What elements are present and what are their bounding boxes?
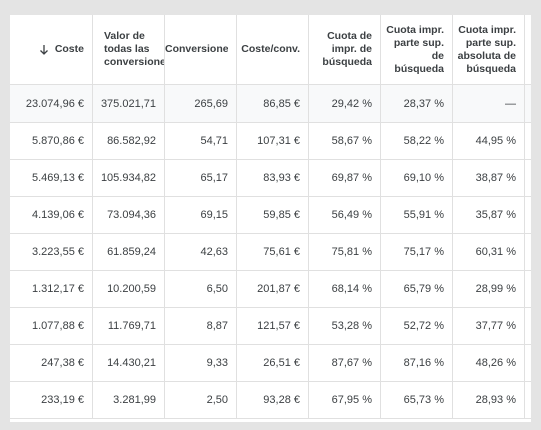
data-cell: 38,87 % <box>453 160 525 197</box>
data-cell: 44,95 % <box>453 123 525 160</box>
summary-cell: 265,69 <box>165 85 237 123</box>
data-cell: 73.094,36 <box>93 197 165 234</box>
data-cell: 68,14 % <box>309 271 381 308</box>
data-cell: 59,85 € <box>237 197 309 234</box>
column-header <box>525 15 531 85</box>
data-cell <box>525 160 531 197</box>
data-cell: 3.223,55 € <box>10 234 93 271</box>
data-cell: 247,38 € <box>10 345 93 382</box>
header-text: Cuota de impr. de búsqueda <box>322 30 372 68</box>
header-text: Valor de todas las conversiones <box>104 30 164 68</box>
data-cell: 75,17 % <box>381 234 453 271</box>
sort-arrow-icon <box>39 44 48 55</box>
data-cell: 65,73 % <box>381 382 453 419</box>
summary-cell: — <box>453 85 525 123</box>
data-cell: 233,19 € <box>10 382 93 419</box>
header-text: Conversiones <box>165 43 228 55</box>
column-header[interactable]: Coste <box>10 15 93 85</box>
data-cell: 83,93 € <box>237 160 309 197</box>
data-cell <box>525 85 531 123</box>
column-header[interactable]: Coste/conv. <box>237 15 309 85</box>
data-cell: 28,99 % <box>453 271 525 308</box>
report-table: Coste Valor de todas las conversionesConv… <box>10 15 531 422</box>
data-cell: 37,77 % <box>453 308 525 345</box>
data-cell: 9,33 <box>165 345 237 382</box>
data-cell: 93,28 € <box>237 382 309 419</box>
data-cell: 75,61 € <box>237 234 309 271</box>
data-cell: 1.077,88 € <box>10 308 93 345</box>
data-cell: 65,17 <box>165 160 237 197</box>
data-cell: 3.281,99 <box>93 382 165 419</box>
data-cell <box>525 197 531 234</box>
data-cell <box>525 123 531 160</box>
data-cell: 35,87 % <box>453 197 525 234</box>
data-cell: 55,91 % <box>381 197 453 234</box>
header-text: Coste/conv. <box>241 43 300 55</box>
summary-cell: 375.021,71 <box>93 85 165 123</box>
data-cell: 28,93 % <box>453 382 525 419</box>
data-cell: 48,26 % <box>453 345 525 382</box>
data-cell: 86.582,92 <box>93 123 165 160</box>
data-cell: 58,67 % <box>309 123 381 160</box>
data-cell <box>525 345 531 382</box>
summary-cell: 23.074,96 € <box>10 85 93 123</box>
data-cell: 8,87 <box>165 308 237 345</box>
data-cell: 69,87 % <box>309 160 381 197</box>
data-cell: 2,50 <box>165 382 237 419</box>
data-cell: 121,57 € <box>237 308 309 345</box>
data-cell <box>525 308 531 345</box>
column-header[interactable]: Cuota impr. parte sup. absoluta de búsqu… <box>453 15 525 85</box>
data-cell: 107,31 € <box>237 123 309 160</box>
data-cell: 54,71 <box>165 123 237 160</box>
data-cell: 58,22 % <box>381 123 453 160</box>
data-cell: 69,15 <box>165 197 237 234</box>
data-cell <box>525 234 531 271</box>
header-text: Cuota impr. parte sup. de búsqueda <box>386 23 444 75</box>
data-cell: 52,72 % <box>381 308 453 345</box>
data-cell: 105.934,82 <box>93 160 165 197</box>
column-header[interactable]: Cuota de impr. de búsqueda <box>309 15 381 85</box>
data-cell: 61.859,24 <box>93 234 165 271</box>
data-cell: 5.469,13 € <box>10 160 93 197</box>
data-cell: 11.769,71 <box>93 308 165 345</box>
header-text: Coste <box>54 43 84 55</box>
data-cell: 56,49 % <box>309 197 381 234</box>
data-cell: 5.870,86 € <box>10 123 93 160</box>
column-header[interactable]: Cuota impr. parte sup. de búsqueda <box>381 15 453 85</box>
column-header[interactable]: Conversiones <box>165 15 237 85</box>
column-header[interactable]: Valor de todas las conversiones <box>93 15 165 85</box>
data-cell: 6,50 <box>165 271 237 308</box>
summary-cell: 29,42 % <box>309 85 381 123</box>
data-cell: 87,67 % <box>309 345 381 382</box>
data-cell <box>525 271 531 308</box>
data-cell: 26,51 € <box>237 345 309 382</box>
data-cell: 4.139,06 € <box>10 197 93 234</box>
summary-cell: 28,37 % <box>381 85 453 123</box>
data-cell: 67,95 % <box>309 382 381 419</box>
data-cell: 14.430,21 <box>93 345 165 382</box>
data-cell: 65,79 % <box>381 271 453 308</box>
header-text: Cuota impr. parte sup. absoluta de búsqu… <box>457 23 516 75</box>
data-cell: 1.312,17 € <box>10 271 93 308</box>
data-cell: 53,28 % <box>309 308 381 345</box>
data-cell <box>525 382 531 419</box>
data-cell: 201,87 € <box>237 271 309 308</box>
data-cell: 87,16 % <box>381 345 453 382</box>
data-cell: 69,10 % <box>381 160 453 197</box>
data-cell: 10.200,59 <box>93 271 165 308</box>
data-cell: 42,63 <box>165 234 237 271</box>
data-cell: 60,31 % <box>453 234 525 271</box>
data-cell: 75,81 % <box>309 234 381 271</box>
summary-cell: 86,85 € <box>237 85 309 123</box>
